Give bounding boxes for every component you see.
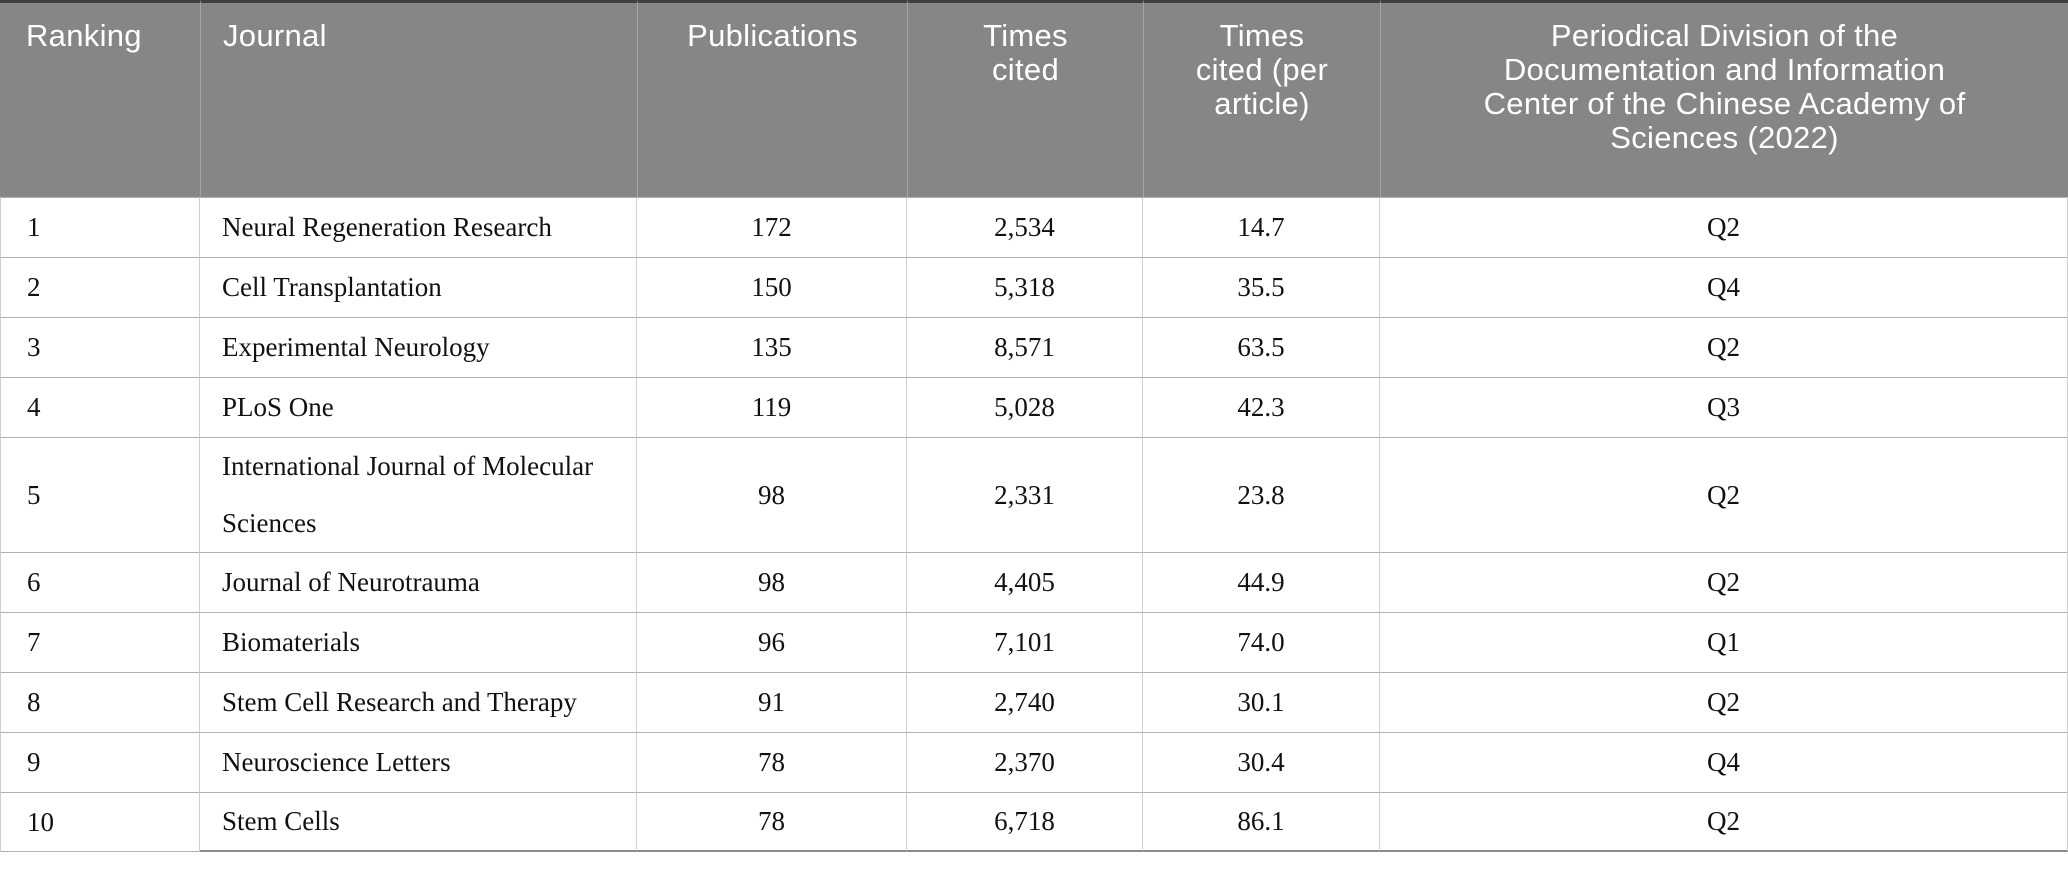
cell-journal: Stem Cell Research and Therapy [200,672,637,732]
cell-publications: 91 [637,672,907,732]
cell-times-cited: 2,534 [907,197,1143,257]
cell-ranking: 6 [0,552,200,612]
cell-times-cited: 5,318 [907,257,1143,317]
cell-times-cited: 2,370 [907,732,1143,792]
cell-periodical-division: Q3 [1380,377,2068,437]
cell-journal: Cell Transplantation [200,257,637,317]
cell-ranking: 8 [0,672,200,732]
cell-periodical-division: Q2 [1380,437,2068,552]
cell-publications: 119 [637,377,907,437]
column-header-times-cited: Times cited [907,0,1143,197]
column-header-publications: Publications [637,0,907,197]
cell-times-cited: 2,331 [907,437,1143,552]
table-row: 1 Neural Regeneration Research 172 2,534… [0,197,2068,257]
column-header-ranking: Ranking [0,0,200,197]
cell-periodical-division: Q2 [1380,672,2068,732]
cell-times-cited: 5,028 [907,377,1143,437]
cell-periodical-division: Q1 [1380,612,2068,672]
column-header-times-cited-per-article: Times cited (per article) [1143,0,1380,197]
cell-publications: 98 [637,437,907,552]
cell-periodical-division: Q4 [1380,732,2068,792]
cell-periodical-division: Q2 [1380,317,2068,377]
cell-journal: Biomaterials [200,612,637,672]
cell-ranking: 10 [0,792,200,852]
periodical-header-text: Periodical Division of the Documentation… [1483,18,1966,155]
cell-times-cited: 7,101 [907,612,1143,672]
cell-publications: 78 [637,792,907,852]
cell-journal: Experimental Neurology [200,317,637,377]
cell-times-cited-per-article: 30.4 [1143,732,1380,792]
column-header-journal: Journal [200,0,637,197]
cell-times-cited-per-article: 86.1 [1143,792,1380,852]
cell-ranking: 1 [0,197,200,257]
cell-publications: 150 [637,257,907,317]
cell-publications: 172 [637,197,907,257]
cell-ranking: 5 [0,437,200,552]
cell-times-cited-per-article: 35.5 [1143,257,1380,317]
table-row: 9 Neuroscience Letters 78 2,370 30.4 Q4 [0,732,2068,792]
cell-ranking: 3 [0,317,200,377]
cell-journal: Journal of Neurotrauma [200,552,637,612]
cell-periodical-division: Q2 [1380,792,2068,852]
cell-ranking: 2 [0,257,200,317]
cell-times-cited: 8,571 [907,317,1143,377]
cell-journal: Neuroscience Letters [200,732,637,792]
column-header-periodical-division: Periodical Division of the Documentation… [1380,0,2068,197]
cell-times-cited: 4,405 [907,552,1143,612]
table-row: 3 Experimental Neurology 135 8,571 63.5 … [0,317,2068,377]
cell-periodical-division: Q2 [1380,197,2068,257]
cell-times-cited-per-article: 63.5 [1143,317,1380,377]
cell-times-cited-per-article: 44.9 [1143,552,1380,612]
cell-journal: Stem Cells [200,792,637,852]
table-row: 4 PLoS One 119 5,028 42.3 Q3 [0,377,2068,437]
cell-times-cited-per-article: 42.3 [1143,377,1380,437]
table-row: 5 International Journal of Molecular Sci… [0,437,2068,552]
cell-times-cited: 2,740 [907,672,1143,732]
cell-times-cited-per-article: 30.1 [1143,672,1380,732]
cell-publications: 78 [637,732,907,792]
table-row: 7 Biomaterials 96 7,101 74.0 Q1 [0,612,2068,672]
cell-publications: 135 [637,317,907,377]
cell-publications: 96 [637,612,907,672]
cell-ranking: 7 [0,612,200,672]
header-row: Ranking Journal Publications Times cited… [0,0,2068,197]
cell-times-cited-per-article: 14.7 [1143,197,1380,257]
cell-ranking: 4 [0,377,200,437]
table-header: Ranking Journal Publications Times cited… [0,0,2068,197]
cell-times-cited-per-article: 23.8 [1143,437,1380,552]
table-row: 2 Cell Transplantation 150 5,318 35.5 Q4 [0,257,2068,317]
table-row: 10 Stem Cells 78 6,718 86.1 Q2 [0,792,2068,852]
table-row: 8 Stem Cell Research and Therapy 91 2,74… [0,672,2068,732]
table-row: 6 Journal of Neurotrauma 98 4,405 44.9 Q… [0,552,2068,612]
cell-journal: Neural Regeneration Research [200,197,637,257]
cell-journal: PLoS One [200,377,637,437]
cell-publications: 98 [637,552,907,612]
cell-ranking: 9 [0,732,200,792]
table-body: 1 Neural Regeneration Research 172 2,534… [0,197,2068,852]
cell-times-cited-per-article: 74.0 [1143,612,1380,672]
cell-periodical-division: Q2 [1380,552,2068,612]
journal-ranking-table: Ranking Journal Publications Times cited… [0,0,2068,852]
cell-periodical-division: Q4 [1380,257,2068,317]
cell-times-cited: 6,718 [907,792,1143,852]
cell-journal: International Journal of Molecular Scien… [200,437,637,552]
